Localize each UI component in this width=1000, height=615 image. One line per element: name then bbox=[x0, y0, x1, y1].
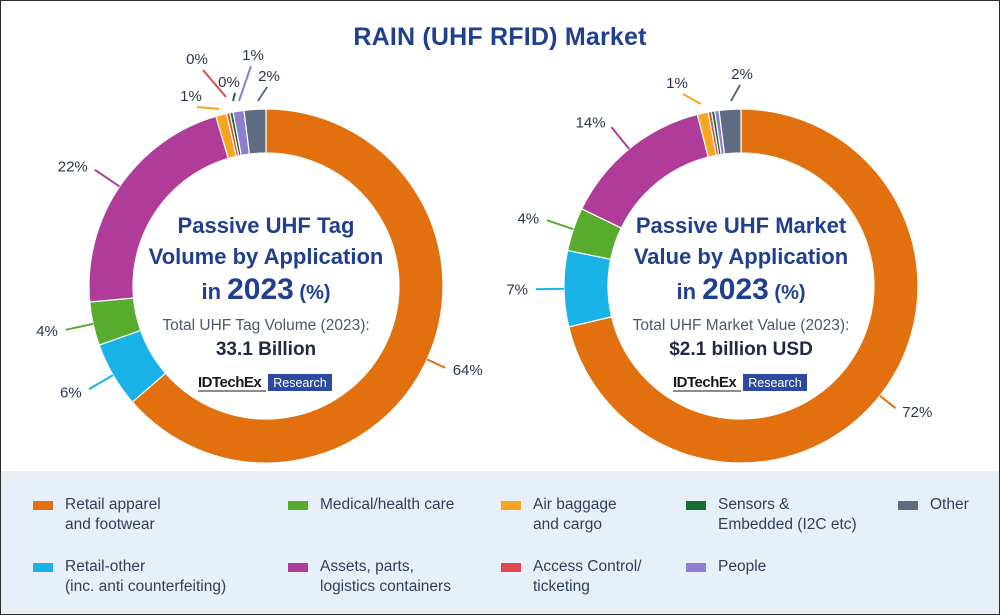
brand-tag-text: Research bbox=[748, 376, 802, 390]
legend-label: Assets, parts, logistics containers bbox=[320, 558, 451, 595]
leader-line bbox=[610, 126, 630, 150]
data-label: 1% bbox=[242, 47, 264, 64]
legend-label: Other bbox=[930, 496, 969, 513]
leader-line bbox=[730, 84, 741, 102]
center-year: in 2023 (%) bbox=[201, 273, 330, 306]
leader-line bbox=[88, 374, 114, 391]
legend-item-medical-health-care: Medical/health care bbox=[288, 495, 454, 515]
chart-title: RAIN (UHF RFID) Market bbox=[353, 23, 647, 51]
slice-retail-apparel-and-footwear bbox=[568, 108, 919, 464]
legend-label: Sensors & Embedded (I2C etc) bbox=[718, 496, 857, 533]
legend-item-retail-apparel-and-footwear: Retail apparel and footwear bbox=[33, 495, 161, 535]
leader-line bbox=[65, 322, 94, 331]
leader-line bbox=[682, 93, 702, 105]
legend-swatch bbox=[501, 563, 521, 572]
legend-item-assets-parts-logistics-containers: Assets, parts, logistics containers bbox=[288, 557, 451, 597]
legend-label: Retail-other (inc. anti counterfeiting) bbox=[65, 558, 227, 595]
total-value: 33.1 Billion bbox=[216, 339, 316, 360]
total-value: $2.1 billion USD bbox=[669, 339, 813, 360]
slice-retail-apparel-and-footwear bbox=[131, 108, 444, 464]
legend-item-people: People bbox=[686, 557, 766, 577]
total-label: Total UHF Tag Volume (2023): bbox=[162, 317, 369, 334]
legend-label: Retail apparel and footwear bbox=[65, 496, 161, 533]
legend-swatch bbox=[898, 501, 918, 510]
legend-swatch bbox=[686, 563, 706, 572]
data-label: 72% bbox=[902, 404, 932, 421]
legend-item-other: Other bbox=[898, 495, 969, 515]
leader-line bbox=[202, 69, 227, 98]
slice-retail-other-inc-anti-counterfeiting bbox=[563, 249, 613, 328]
legend-swatch bbox=[288, 563, 308, 572]
donut-chart-value: 72% 7% 4% 14% 1% 2% Passive UHF Market Value by… bbox=[506, 66, 932, 464]
legend-swatch bbox=[501, 501, 521, 510]
leader-line bbox=[546, 219, 574, 231]
brand-logo-text: IDTechEx bbox=[673, 374, 737, 391]
legend-item-air-baggage-and-cargo: Air baggage and cargo bbox=[501, 495, 617, 535]
legend-swatch bbox=[33, 501, 53, 510]
data-label: 6% bbox=[60, 384, 82, 401]
legend: Retail apparel and footwear Medical/healt… bbox=[1, 471, 999, 614]
center-title-line: Value by Application bbox=[634, 244, 848, 269]
donut-chart-volume: 64%6%4%22%1%0%0%1%2%Passive UHF TagVolum… bbox=[36, 47, 483, 464]
legend-item-access-control-ticketing: Access Control/ ticketing bbox=[501, 557, 642, 597]
data-label: 4% bbox=[36, 323, 58, 340]
brand-tag-box bbox=[268, 374, 332, 391]
leader-line bbox=[426, 358, 446, 369]
center-title-line: Volume by Application bbox=[149, 244, 384, 269]
leader-line bbox=[94, 168, 121, 188]
leader-line bbox=[238, 65, 252, 102]
data-label: 2% bbox=[258, 68, 280, 85]
leader-line bbox=[232, 92, 236, 102]
legend-label: Medical/health care bbox=[320, 496, 455, 513]
center-title-line: Passive UHF Tag bbox=[178, 213, 355, 238]
slice-other bbox=[718, 108, 742, 155]
legend-swatch bbox=[686, 501, 706, 510]
data-label: 64% bbox=[453, 362, 483, 379]
center-year: in 2023 (%) bbox=[676, 273, 805, 306]
data-label: 1% bbox=[666, 75, 688, 92]
leader-line bbox=[257, 86, 268, 102]
legend-item-retail-other-inc-anti-counterfeiting: Retail-other (inc. anti counterfeiting) bbox=[33, 557, 226, 597]
slice-other bbox=[243, 108, 267, 155]
brand-tag-text: Research bbox=[273, 376, 327, 390]
data-label: 1% bbox=[180, 88, 202, 105]
data-label: 22% bbox=[58, 158, 88, 175]
brand-tag-box bbox=[743, 374, 807, 391]
data-label: 4% bbox=[517, 210, 539, 227]
data-label: 0% bbox=[218, 74, 240, 91]
center-title-line: Passive UHF Market bbox=[636, 213, 847, 238]
data-label: 0% bbox=[186, 51, 208, 68]
total-label: Total UHF Market Value (2023): bbox=[633, 317, 850, 334]
legend-label: Access Control/ ticketing bbox=[533, 558, 642, 595]
data-label: 7% bbox=[506, 281, 528, 298]
leader-line bbox=[196, 106, 220, 110]
leader-line bbox=[879, 394, 897, 409]
brand-logo-text: IDTechEx bbox=[198, 374, 262, 391]
data-label: 14% bbox=[576, 115, 606, 132]
legend-swatch bbox=[33, 563, 53, 572]
legend-swatch bbox=[288, 501, 308, 510]
data-label: 2% bbox=[731, 66, 753, 83]
legend-label: Air baggage and cargo bbox=[533, 496, 617, 533]
legend-label: People bbox=[718, 558, 767, 575]
legend-item-sensors-embedded-i2c-etc: Sensors & Embedded (I2C etc) bbox=[686, 495, 857, 535]
